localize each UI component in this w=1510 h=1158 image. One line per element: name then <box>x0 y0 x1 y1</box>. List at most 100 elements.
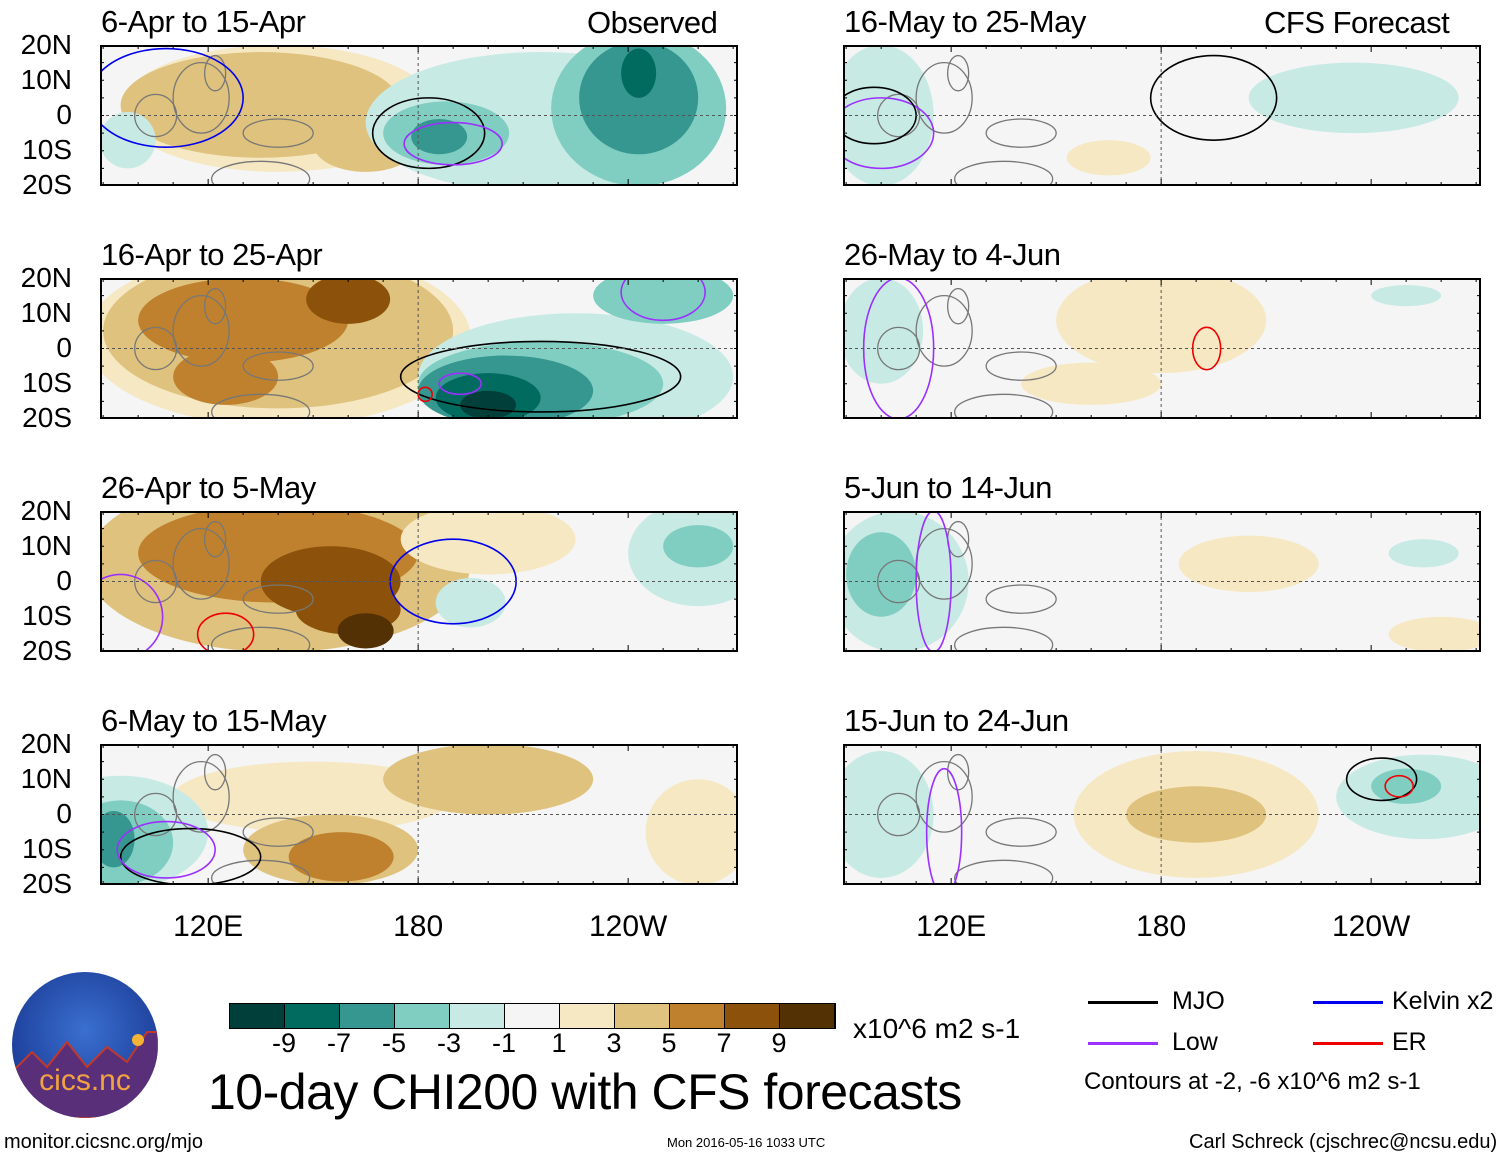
legend-low-line <box>1088 1042 1158 1045</box>
map-panel <box>843 744 1481 885</box>
colorbar-tick-label: -9 <box>271 1028 297 1058</box>
anomaly-region <box>846 532 917 617</box>
coastline <box>954 393 1054 419</box>
lat-label: 10N <box>20 64 72 95</box>
low-contour <box>843 97 935 170</box>
anomaly-region <box>593 278 734 324</box>
lon-label: 180 <box>393 910 444 943</box>
coastline <box>242 118 314 148</box>
lat-label: 20S <box>22 635 72 666</box>
lon-label: 120E <box>173 910 244 943</box>
colorbar-tick-label: -7 <box>326 1028 352 1058</box>
mjo-contour <box>371 97 486 170</box>
anomaly-region <box>288 832 394 882</box>
lon-label: 180 <box>1136 910 1187 943</box>
anomaly-region <box>306 278 391 324</box>
coastline <box>985 118 1057 148</box>
lat-label: 10S <box>22 367 72 398</box>
coastline <box>947 753 970 791</box>
colorbar-swatch <box>340 1004 395 1028</box>
anomaly-region <box>621 48 657 98</box>
lat-label: 0 <box>56 565 72 596</box>
anomaly-region <box>843 751 934 878</box>
lat-label: 10N <box>20 297 72 328</box>
map-panel <box>843 45 1481 186</box>
coastline <box>915 760 973 833</box>
colorbar-swatch <box>560 1004 615 1028</box>
coastline <box>877 559 921 604</box>
anomaly-region <box>1178 535 1319 593</box>
mjo-contour <box>1149 54 1278 141</box>
low-contour <box>438 372 482 396</box>
panel-title: 26-May to 4-Jun <box>844 237 1061 272</box>
coastline <box>204 287 227 325</box>
colorbar-tick-label: -5 <box>381 1028 407 1058</box>
colorbar-units: x10^6 m2 s-1 <box>853 1013 1021 1044</box>
low-contour <box>620 278 706 322</box>
colorbar-tick-label: 3 <box>606 1028 622 1058</box>
coastline <box>242 817 314 847</box>
coastline <box>985 817 1057 847</box>
coastline <box>877 93 921 138</box>
mountain-icon <box>12 1031 158 1118</box>
coastline <box>211 626 311 652</box>
map-panel <box>100 45 738 186</box>
er-contour <box>1384 774 1414 798</box>
colorbar-tick-label: 5 <box>661 1028 677 1058</box>
main-title: 10-day CHI200 with CFS forecasts <box>208 1064 962 1120</box>
colorbar-tick-label: -3 <box>436 1028 462 1058</box>
colorbar-swatch <box>395 1004 450 1028</box>
lat-label: 20N <box>20 262 72 293</box>
footer-timestamp: Mon 2016-05-16 1033 UTC <box>667 1135 826 1150</box>
low-contour <box>116 820 216 879</box>
coastline <box>204 520 227 558</box>
anomaly-region <box>1371 768 1442 804</box>
panel-title: 6-May to 15-May <box>101 703 327 738</box>
legend-er-line <box>1313 1042 1383 1045</box>
anomaly-region <box>138 278 349 363</box>
coastline <box>954 626 1054 652</box>
panel-frame <box>843 744 1481 885</box>
legend-mjo: MJO <box>1172 987 1225 1015</box>
coastline <box>211 393 311 419</box>
low-contour <box>925 767 963 885</box>
low-contour <box>100 573 164 652</box>
footer-url[interactable]: monitor.cicsnc.org/mjo <box>4 1131 203 1153</box>
anomaly-region <box>1388 539 1459 568</box>
lat-label: 20S <box>22 402 72 433</box>
lon-label: 120W <box>1331 910 1411 943</box>
colorbar-swatch <box>285 1004 340 1028</box>
observed-label: Observed <box>587 5 718 40</box>
anomaly-region <box>645 779 738 885</box>
coastline <box>211 160 311 186</box>
coastline <box>877 792 921 837</box>
colorbar-tick-label: 9 <box>771 1028 787 1058</box>
contour-note: Contours at -2, -6 x10^6 m2 s-1 <box>1084 1068 1421 1095</box>
cfs-forecast-label: CFS Forecast <box>1264 5 1450 40</box>
anomaly-region <box>337 613 394 649</box>
anomaly-region <box>400 511 576 575</box>
panel-title: 15-Jun to 24-Jun <box>844 703 1069 738</box>
coastline <box>172 294 230 367</box>
map-panel <box>100 744 738 885</box>
anomaly-region <box>843 278 924 384</box>
coastline <box>947 54 970 92</box>
anomaly-region <box>1056 278 1267 374</box>
lon-label: 120E <box>916 910 987 943</box>
lat-label: 20N <box>20 495 72 526</box>
coastline <box>915 61 973 134</box>
coastline <box>204 54 227 92</box>
anomaly-region <box>173 348 279 405</box>
panel-frame <box>843 511 1481 652</box>
anomaly-region <box>1066 140 1151 176</box>
colorbar-tick-label: 7 <box>716 1028 732 1058</box>
lat-label: 0 <box>56 99 72 130</box>
anomaly-region <box>435 577 506 628</box>
lat-label: 10N <box>20 530 72 561</box>
colorbar-swatch <box>450 1004 505 1028</box>
lat-label: 10S <box>22 600 72 631</box>
coastline <box>877 326 921 371</box>
panel-title: 6-Apr to 15-Apr <box>101 4 306 39</box>
anomaly-region <box>1388 616 1481 652</box>
panel-title: 16-Apr to 25-Apr <box>101 237 323 272</box>
